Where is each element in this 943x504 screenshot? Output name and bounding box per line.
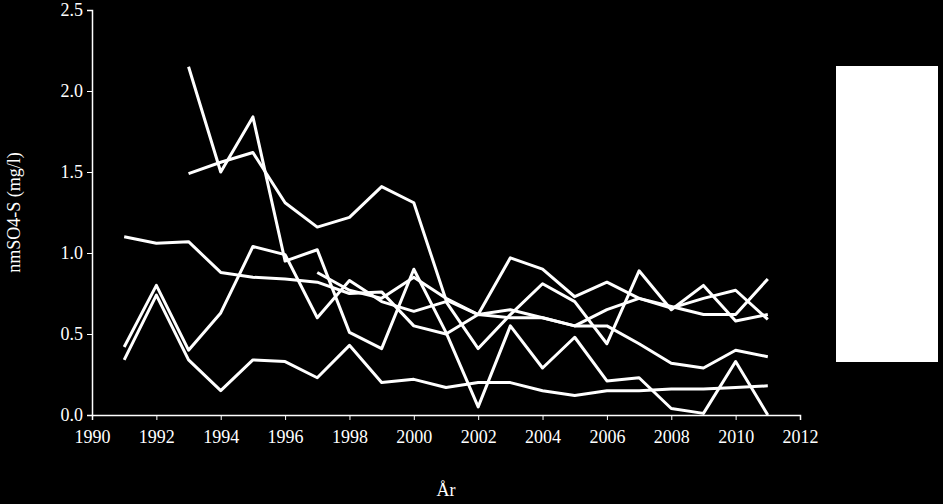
y-tick-label: 0.5 [61, 324, 84, 344]
y-axis: 0.0 0.5 1.0 1.5 2.0 2.5 [61, 0, 93, 425]
x-tick: 2008 [654, 415, 690, 447]
x-tick-label: 2002 [461, 427, 497, 447]
x-tick-mark [349, 415, 350, 420]
x-tick-mark [607, 415, 608, 420]
x-tick-label: 2010 [718, 427, 754, 447]
series-line [124, 247, 768, 351]
y-tick: 0.0 [61, 405, 93, 425]
x-tick: 1998 [332, 415, 368, 447]
x-axis: 1990 1992 1994 1996 1998 2000 2002 2004 2006 2008… [75, 415, 819, 447]
x-tick-mark [736, 415, 737, 420]
x-tick-mark [543, 415, 544, 420]
x-tick-mark [156, 415, 157, 420]
x-tick-mark [221, 415, 222, 420]
y-tick-mark [87, 334, 92, 335]
x-tick: 2010 [718, 415, 754, 447]
x-tick: 1992 [139, 415, 175, 447]
series-line [124, 295, 768, 395]
x-tick-mark [671, 415, 672, 420]
x-tick-label: 2008 [654, 427, 690, 447]
x-tick: 2002 [461, 415, 497, 447]
series-line [124, 237, 768, 368]
y-tick-mark [87, 253, 92, 254]
x-axis-line [93, 416, 801, 421]
x-tick-mark [285, 415, 286, 420]
x-tick-label: 1998 [332, 427, 368, 447]
x-tick-label: 1996 [268, 427, 304, 447]
y-tick: 2.5 [61, 0, 93, 20]
x-tick: 2006 [589, 415, 625, 447]
y-tick-label: 1.5 [61, 162, 84, 182]
x-tick: 2000 [396, 415, 432, 447]
plot: 1990 1992 1994 1996 1998 2000 2002 2004 2006 2008… [61, 0, 819, 447]
x-tick-mark [414, 415, 415, 420]
x-tick: 1994 [203, 415, 239, 447]
x-tick-label: 2012 [783, 427, 819, 447]
x-tick: 2012 [783, 415, 819, 447]
series-line [189, 67, 768, 415]
series-line [189, 153, 768, 320]
x-tick-label: 2004 [525, 427, 561, 447]
x-axis-title: År [437, 480, 456, 500]
series-line [317, 272, 768, 325]
y-axis-line [87, 11, 93, 416]
y-tick-label: 2.5 [61, 0, 84, 20]
y-tick-mark [87, 415, 92, 416]
chart: 1990 1992 1994 1996 1998 2000 2002 2004 2006 2008… [0, 0, 943, 504]
x-tick-label: 1990 [75, 427, 111, 447]
x-tick-mark [478, 415, 479, 420]
y-tick-label: 0.0 [61, 405, 84, 425]
x-tick-label: 1994 [203, 427, 239, 447]
x-tick-label: 2006 [589, 427, 625, 447]
x-tick: 1996 [268, 415, 304, 447]
y-tick: 1.0 [61, 243, 93, 263]
y-axis-title: nmSO4-S (mg/l) [4, 152, 25, 273]
y-tick-label: 2.0 [61, 81, 84, 101]
y-tick-mark [87, 172, 92, 173]
y-tick-label: 1.0 [61, 243, 84, 263]
legend-box [836, 66, 938, 362]
x-tick-label: 2000 [396, 427, 432, 447]
x-tick-label: 1992 [139, 427, 175, 447]
x-tick: 2004 [525, 415, 561, 447]
y-tick: 0.5 [61, 324, 93, 344]
y-tick: 2.0 [61, 81, 93, 101]
lines [124, 67, 768, 415]
x-tick-mark [800, 415, 801, 420]
background [0, 0, 943, 504]
y-tick: 1.5 [61, 162, 93, 182]
y-tick-mark [87, 10, 92, 11]
y-tick-mark [87, 91, 92, 92]
